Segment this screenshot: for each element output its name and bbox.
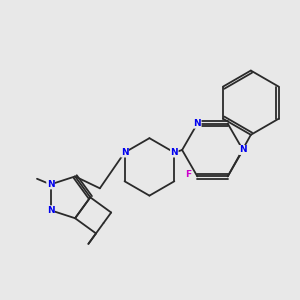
Text: N: N (194, 119, 201, 128)
Text: N: N (170, 148, 178, 157)
Text: N: N (239, 146, 247, 154)
Text: N: N (121, 148, 128, 157)
Text: N: N (47, 180, 54, 189)
Text: F: F (185, 169, 191, 178)
Text: N: N (47, 206, 54, 215)
